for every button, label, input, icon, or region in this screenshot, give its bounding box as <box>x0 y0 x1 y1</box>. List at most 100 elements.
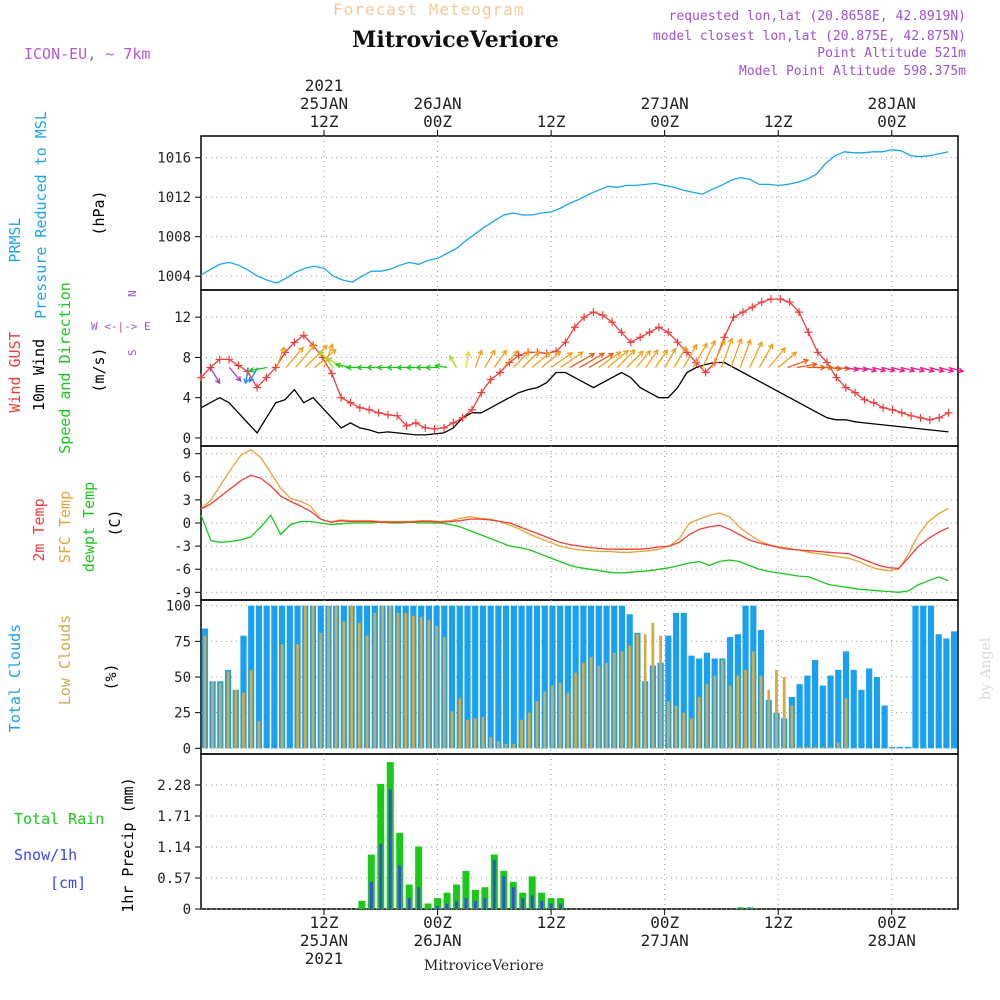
pressure-label-prmsl: PRMSL <box>6 217 24 262</box>
low-cloud-bar <box>234 689 238 749</box>
total-cloud-bar <box>927 605 935 749</box>
total-cloud-bar <box>549 605 556 749</box>
wind-direction-arrow <box>654 349 669 368</box>
low-cloud-bar <box>218 682 222 749</box>
snow-bar <box>748 907 752 909</box>
wind-label-units: (m/s) <box>90 347 108 392</box>
model-label: ICON-EU, ~ 7km <box>24 45 151 63</box>
wind-direction-arrow <box>673 345 687 368</box>
pressure-ytick-label: 1016 <box>157 151 191 167</box>
total-cloud-bar <box>935 634 942 749</box>
time-label-top: 26JAN <box>413 94 461 113</box>
wind-gust-marker <box>664 328 673 337</box>
low-cloud-bar <box>342 621 346 749</box>
wind-label-10m: 10m Wind <box>30 339 48 411</box>
wind-gust-marker <box>813 348 822 357</box>
rain-bar <box>443 892 451 909</box>
wind-gust-marker <box>701 368 710 377</box>
rain-bar <box>471 889 479 909</box>
temp-label-dewpt: dewpt Temp <box>80 482 98 572</box>
wind-direction-arrow <box>465 350 471 368</box>
low-cloud-bar <box>736 675 740 749</box>
wind-direction-arrow <box>929 366 945 374</box>
wind-direction-arrow <box>424 364 438 371</box>
total-cloud-bar <box>286 605 293 749</box>
temperature-ytick-label: 0 <box>183 516 191 532</box>
wind-direction-arrow <box>276 346 286 368</box>
wind-gust-marker <box>561 338 570 347</box>
low-cloud-bar <box>682 712 686 749</box>
temperature-ytick-label: 9 <box>183 447 191 463</box>
temperature-ytick-label: 6 <box>183 470 191 486</box>
pressure-ytick-label: 1012 <box>157 190 191 206</box>
total-cloud-bar <box>518 605 525 749</box>
low-cloud-bar <box>589 657 593 749</box>
total-cloud-bar <box>557 605 564 749</box>
wind-direction-arrow <box>493 349 508 368</box>
total-cloud-bar <box>533 605 541 749</box>
time-label-top: 00Z <box>877 112 906 131</box>
time-label-bottom: 25JAN <box>300 931 348 950</box>
wind-ytick-label: 4 <box>183 391 191 407</box>
wind-direction-arrow <box>209 367 221 385</box>
low-cloud-bar <box>334 605 338 749</box>
wind-direction-arrow <box>683 343 698 368</box>
total-cloud-bar <box>263 605 270 749</box>
precip-label-units: 1hr Precip (mm) <box>119 777 137 912</box>
low-cloud-bar <box>767 689 771 749</box>
low-cloud-bar <box>581 662 585 749</box>
precip-label-snow: Snow/1h <box>14 846 77 864</box>
wind-gust-marker <box>449 418 458 427</box>
wind-direction-arrow <box>503 349 519 368</box>
precip-ytick-label: 1.71 <box>157 809 191 825</box>
wind-direction-arrow <box>484 349 496 368</box>
time-label-bottom: 27JAN <box>641 931 689 950</box>
total-cloud-bar <box>904 746 911 749</box>
product-title: Forecast Meteogram <box>333 0 525 19</box>
rain-bar <box>405 884 413 909</box>
low-cloud-bar <box>296 644 299 749</box>
low-cloud-bar <box>249 669 253 749</box>
cloud-label-units: (%) <box>102 663 120 690</box>
time-label-bottom: 12Z <box>310 913 339 932</box>
low-cloud-bar <box>504 744 508 749</box>
wind-gust-marker <box>411 418 420 427</box>
low-cloud-bar <box>805 746 809 749</box>
wind-direction-arrow <box>787 358 810 369</box>
total-cloud-bar <box>472 605 479 749</box>
wind-direction-arrow <box>285 346 304 368</box>
wind-gust-marker <box>860 395 869 404</box>
wind-gust-marker <box>262 373 271 382</box>
wind-direction-arrow <box>323 343 334 368</box>
total-cloud-bar <box>541 605 548 749</box>
pressure-line <box>200 149 949 284</box>
wind-gust-marker <box>907 411 916 420</box>
low-cloud-bar <box>211 681 214 749</box>
snow-bar <box>549 903 553 909</box>
wind-gust-marker <box>608 318 617 327</box>
compass-west-east: W <-|-> E <box>91 320 151 333</box>
wind-gust-marker <box>869 398 878 407</box>
low-cloud-bar <box>535 701 539 749</box>
wind-gust-marker <box>496 368 505 377</box>
low-cloud-bar <box>790 705 794 749</box>
wind-direction-arrow <box>248 366 268 373</box>
time-label-top: 00Z <box>423 112 452 131</box>
wind-gust-marker <box>645 328 654 337</box>
low-cloud-bar <box>435 625 438 749</box>
wind-gust-marker <box>215 355 224 364</box>
total-cloud-bar <box>456 605 463 749</box>
wind-gust-marker <box>365 405 374 414</box>
wind-gust-marker <box>626 338 635 347</box>
cloud-label-total: Total Clouds <box>6 624 24 732</box>
wind-gust-marker <box>393 411 402 420</box>
low-cloud-bar <box>481 716 485 749</box>
station-title: MitroviceVeriore <box>352 27 559 53</box>
low-cloud-bar <box>311 605 315 749</box>
wind-direction-arrow <box>512 350 531 368</box>
time-label-bottom: 12Z <box>537 913 566 932</box>
compass-south: S <box>126 349 139 356</box>
wind-direction-arrow <box>626 350 645 368</box>
low-cloud-bar <box>388 605 392 749</box>
low-cloud-bar <box>782 677 786 749</box>
